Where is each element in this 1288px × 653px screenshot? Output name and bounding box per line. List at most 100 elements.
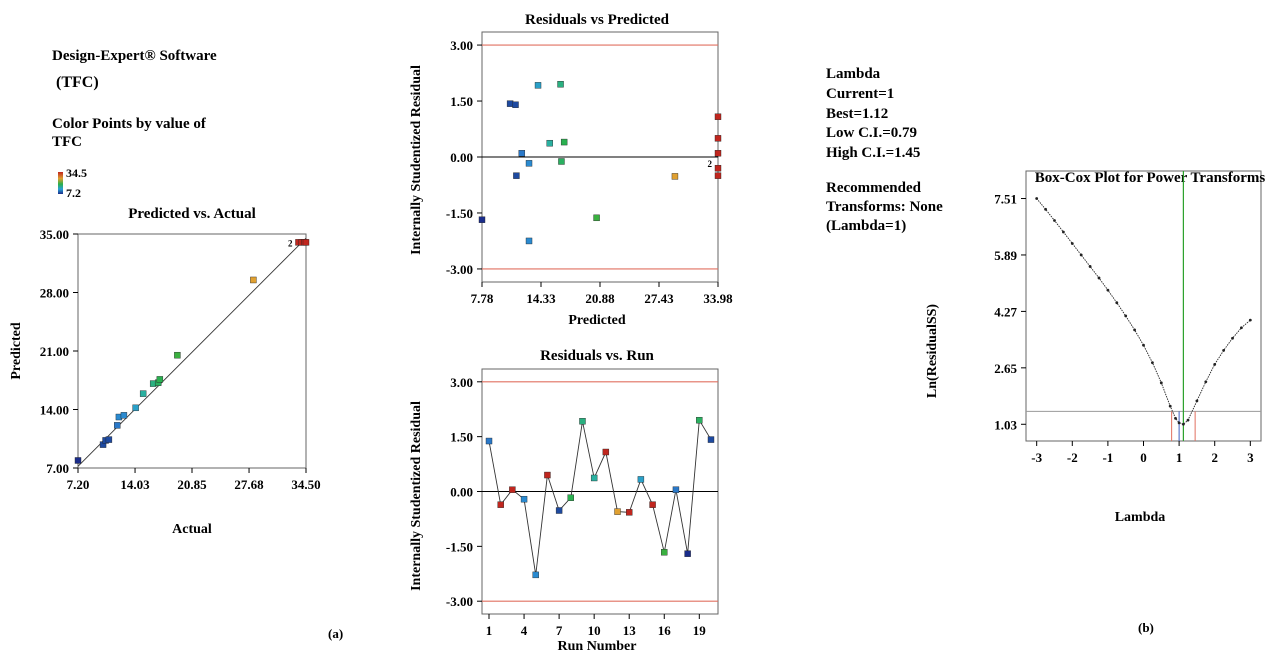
data-point <box>707 436 715 443</box>
data-point <box>557 81 564 88</box>
data-point <box>714 135 722 142</box>
curve-point <box>1088 265 1092 268</box>
x-tick-label: -3 <box>1031 450 1042 465</box>
chart-title: Box-Cox Plot for Power Transforms <box>1035 170 1266 186</box>
x-tick-label: 16 <box>658 623 672 638</box>
data-point <box>672 486 680 493</box>
y-axis-label: Internally Studentized Residual <box>409 65 424 255</box>
data-point <box>696 416 703 424</box>
lambda-title: Lambda <box>826 66 881 82</box>
x-tick-label: 20.88 <box>585 291 615 306</box>
y-tick-label: 7.51 <box>994 192 1017 207</box>
y-tick-label: 0.00 <box>450 485 473 500</box>
color-points-response: TFC <box>52 134 82 150</box>
x-tick-label: 27.43 <box>644 291 674 306</box>
curve-point <box>1124 314 1128 318</box>
curve-point <box>1070 242 1074 245</box>
y-tick-label: 5.89 <box>994 248 1017 263</box>
data-point <box>714 164 722 172</box>
legend-low-label: 7.2 <box>66 186 81 200</box>
data-point <box>671 173 679 180</box>
x-tick-label: 3 <box>1247 450 1254 465</box>
data-point <box>132 404 139 412</box>
data-point <box>593 214 600 222</box>
y-tick-label: 2.65 <box>994 361 1017 376</box>
chart-boxcox: Box-Cox Plot for Power Transforms Lambda L… <box>925 170 1265 525</box>
response-label: (TFC) <box>56 74 99 91</box>
series-line <box>488 418 712 575</box>
data-point <box>518 150 526 157</box>
recommended-lambda: (Lambda=1) <box>826 218 907 234</box>
data-point <box>560 138 568 146</box>
curve-point <box>1159 381 1163 385</box>
legend-high-label: 34.5 <box>66 166 87 180</box>
lambda-high-ci: High C.I.=1.45 <box>826 145 921 161</box>
data-point <box>509 486 516 493</box>
y-tick-label: -1.50 <box>446 206 473 221</box>
fit-line <box>77 237 307 467</box>
y-tick-label: -3.00 <box>446 262 473 277</box>
curve-point <box>1097 276 1101 280</box>
data-point <box>626 509 633 516</box>
panel-label-a: (a) <box>328 626 344 641</box>
x-tick-label: 14.33 <box>526 291 556 306</box>
panel-label-b: (b) <box>1138 620 1154 635</box>
curve-point <box>1248 318 1252 322</box>
data-point <box>714 113 722 120</box>
x-tick-label: 20.85 <box>177 477 207 492</box>
data-point <box>614 508 621 515</box>
x-tick-label: -1 <box>1102 450 1113 465</box>
data-point <box>525 237 533 245</box>
y-tick-label: 21.00 <box>40 344 69 359</box>
curve-point <box>1240 326 1243 330</box>
curve-point <box>1186 418 1190 422</box>
data-point <box>120 412 128 419</box>
data-point <box>114 422 121 429</box>
y-axis-label: Internally Studentized Residual <box>409 401 424 591</box>
data-point <box>602 448 610 456</box>
data-point <box>532 571 539 579</box>
data-point <box>661 549 668 556</box>
data-point <box>534 82 542 89</box>
data-point <box>590 474 598 482</box>
curve-point <box>1106 288 1110 292</box>
x-axis-label: Predicted <box>568 313 625 328</box>
boxcox-curve <box>1036 198 1251 425</box>
x-tick-label: 27.68 <box>234 477 264 492</box>
data-point <box>139 390 147 397</box>
data-point <box>555 507 563 514</box>
x-tick-label: 33.98 <box>703 291 733 306</box>
curve-point <box>1035 197 1039 200</box>
x-tick-label: 13 <box>623 623 637 638</box>
x-tick-label: 19 <box>693 623 707 638</box>
x-tick-label: 1 <box>1176 450 1183 465</box>
curve-point <box>1044 207 1047 211</box>
curve-point <box>1133 328 1136 332</box>
chart-title: Predicted vs. Actual <box>128 206 256 222</box>
lambda-low-ci: Low C.I.=0.79 <box>826 125 918 141</box>
x-tick-label: 14.03 <box>120 477 150 492</box>
y-tick-label: 1.50 <box>450 94 473 109</box>
data-point <box>546 139 553 147</box>
y-tick-label: 3.00 <box>450 375 473 390</box>
curve-point <box>1204 380 1208 384</box>
y-tick-label: 14.00 <box>40 403 69 418</box>
chart-pva: Predicted vs. Actual Actual Predicted 7.20 1… <box>9 206 321 537</box>
software-label: Design-Expert® Software <box>52 48 217 64</box>
lambda-current: Current=1 <box>826 86 895 102</box>
x-tick-label: 2 <box>1211 450 1218 465</box>
y-axis-label: Predicted <box>9 322 24 379</box>
chart-title: Residuals vs Predicted <box>525 12 670 28</box>
y-tick-label: 0.00 <box>450 150 473 165</box>
y-tick-label: -1.50 <box>446 539 473 554</box>
color-legend-bar <box>58 172 63 194</box>
data-point <box>506 100 514 107</box>
x-axis-label: Run Number <box>558 639 637 653</box>
chart-rvp: Residuals vs Predicted Predicted Internall… <box>409 12 733 328</box>
data-point <box>302 239 310 246</box>
curve-point <box>1213 362 1217 366</box>
data-point <box>74 457 82 464</box>
data-point <box>684 550 691 557</box>
y-tick-label: 4.27 <box>994 304 1017 319</box>
plot-frame <box>1025 170 1262 442</box>
